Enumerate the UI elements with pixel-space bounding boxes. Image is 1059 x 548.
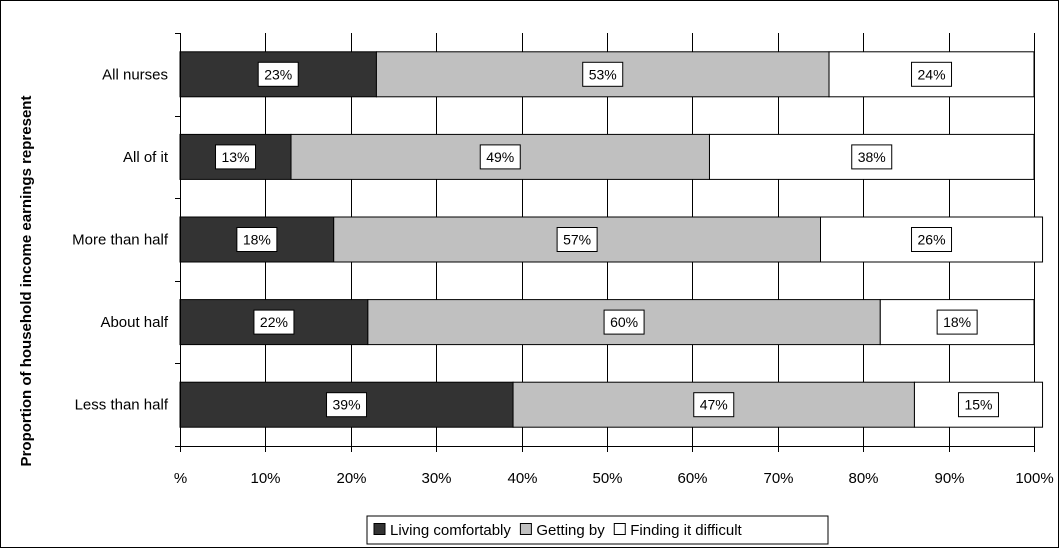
data-label-3-2: 38% [858, 149, 886, 165]
data-label-box-3-2 [851, 144, 893, 170]
axes: All nurses All of it More than half About h… [72, 33, 1054, 487]
legend-swatch-1 [373, 523, 386, 535]
data-label-2-5: 47% [700, 397, 728, 413]
data-label-1-1: 23% [264, 66, 292, 82]
data-label-1-2: 13% [221, 149, 249, 165]
data-label-3-3: 26% [918, 232, 946, 248]
legend: Living comfortably Getting by Finding it d… [366, 515, 829, 545]
category-label-3: More than half [72, 232, 169, 249]
data-label-1-4: 22% [260, 314, 288, 330]
data-label-1-5: 39% [333, 397, 361, 413]
data-label-box-1-5 [326, 392, 368, 418]
y-axis-title: Proportion of household income earnings … [18, 96, 35, 467]
x-tick-label-90: 90% [934, 470, 964, 487]
data-label-box-1-1 [257, 61, 299, 87]
data-label-box-3-1 [911, 61, 953, 87]
data-label-box-1-2 [215, 144, 257, 170]
data-label-box-3-5 [957, 392, 999, 418]
data-label-box-1-4 [253, 309, 295, 335]
data-label-box-1-3 [236, 227, 278, 252]
x-tick-label-40: 40% [507, 470, 537, 487]
data-label-3-5: 15% [964, 397, 992, 413]
x-tick-label-20: 20% [336, 470, 366, 487]
data-label-2-3: 57% [563, 232, 591, 248]
x-tick-label-30: 30% [421, 470, 451, 487]
data-label-box-3-4 [936, 309, 978, 335]
data-label-2-1: 53% [589, 66, 617, 82]
data-label-2-4: 60% [610, 314, 638, 330]
category-label-1: All nurses [102, 66, 168, 83]
data-label-3-1: 24% [918, 66, 946, 82]
x-tick-label-80: 80% [848, 470, 878, 487]
legend-label-2: Getting by [536, 522, 605, 539]
data-label-box-2-2 [479, 144, 521, 170]
x-tick-label-70: 70% [763, 470, 793, 487]
data-labels: 23% 53% 24% 13% 49% 38% 18% 57% 26% 22% 60% 18% 39% 4… [215, 61, 999, 418]
x-tick-label-10: 10% [250, 470, 280, 487]
legend-label-3: Finding it difficult [630, 522, 742, 539]
category-label-2: All of it [123, 149, 169, 166]
x-tick-label-60: 60% [677, 470, 707, 487]
legend-label-1: Living comfortably [390, 522, 511, 539]
data-label-1-3: 18% [243, 232, 271, 248]
category-label-5: Less than half [75, 397, 169, 414]
x-tick-label-0: % [174, 470, 187, 487]
data-label-2-2: 49% [486, 149, 514, 165]
data-label-box-2-3 [556, 227, 598, 252]
data-label-box-2-4 [603, 309, 645, 335]
data-label-3-4: 18% [943, 314, 971, 330]
legend-swatch-3 [613, 523, 626, 535]
legend-box [366, 515, 829, 545]
x-tick-label-100: 100% [1015, 470, 1053, 487]
data-label-box-3-3 [911, 227, 953, 252]
category-label-4: About half [100, 314, 168, 331]
data-label-box-2-5 [693, 392, 735, 418]
x-tick-label-50: 50% [592, 470, 622, 487]
legend-swatch-2 [519, 523, 532, 535]
data-label-box-2-1 [582, 61, 624, 87]
